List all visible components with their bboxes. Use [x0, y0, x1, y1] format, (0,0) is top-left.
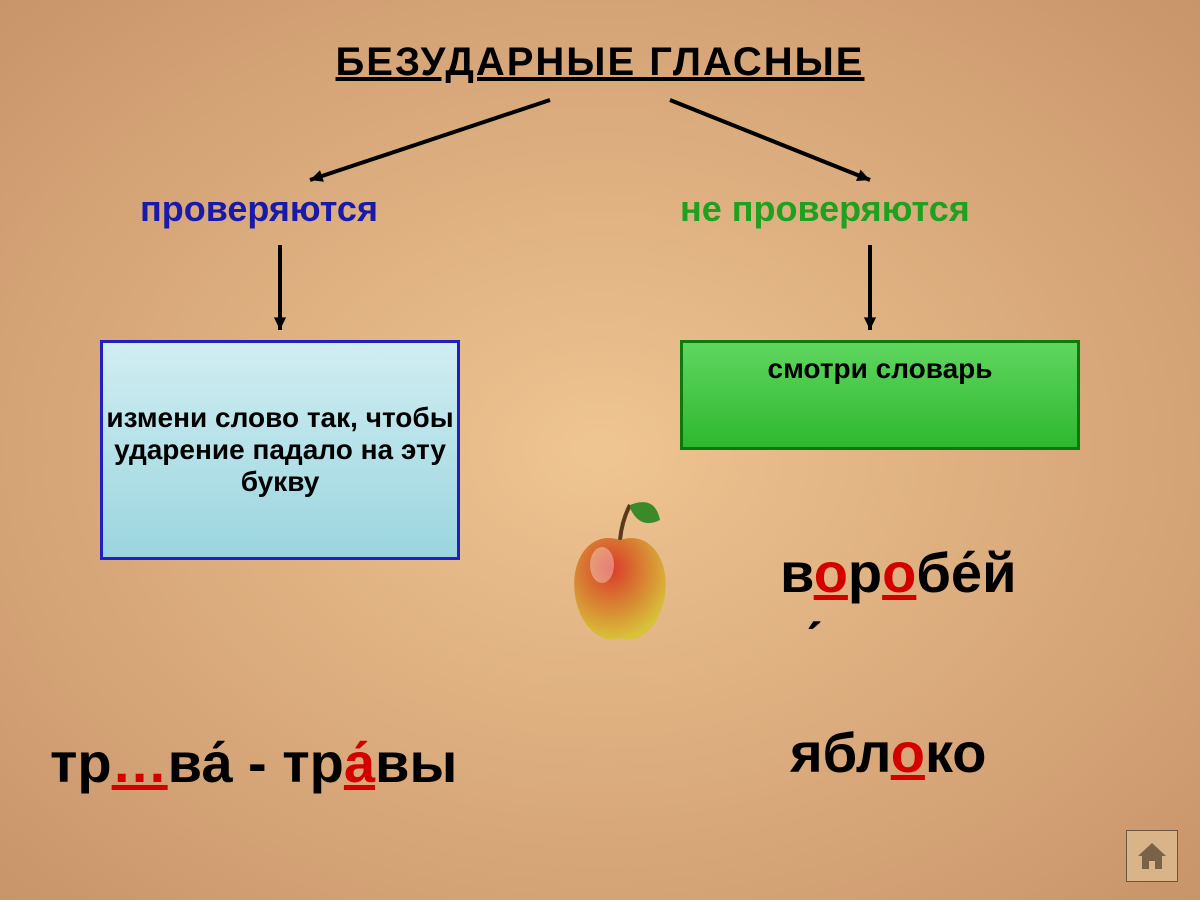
instruction-box-checkable: измени слово так, чтобы ударение падало …: [100, 340, 460, 560]
home-icon: [1134, 838, 1170, 874]
arrow-left-down: [268, 233, 292, 342]
branch-label-uncheckable: не проверяются: [680, 188, 970, 230]
arrow-title-to-left: [298, 88, 562, 192]
branch-label-checkable: проверяются: [140, 188, 378, 230]
arrow-right-down: [858, 233, 882, 342]
example-vorobey: воробе́й: [780, 540, 1017, 605]
arrow-title-to-right: [658, 88, 882, 192]
instruction-text-left: измени слово так, чтобы ударение падало …: [103, 402, 457, 498]
home-button[interactable]: [1126, 830, 1178, 882]
instruction-text-right: смотри словарь: [768, 353, 993, 385]
instruction-box-uncheckable: смотри словарь: [680, 340, 1080, 450]
page-title: БЕЗУДАРНЫЕ ГЛАСНЫЕ: [336, 40, 865, 85]
example-trava: тр…ва́ - тра́вы: [50, 730, 457, 795]
apple-image: [560, 490, 680, 650]
example-yabloko: яблоко: [790, 720, 986, 785]
